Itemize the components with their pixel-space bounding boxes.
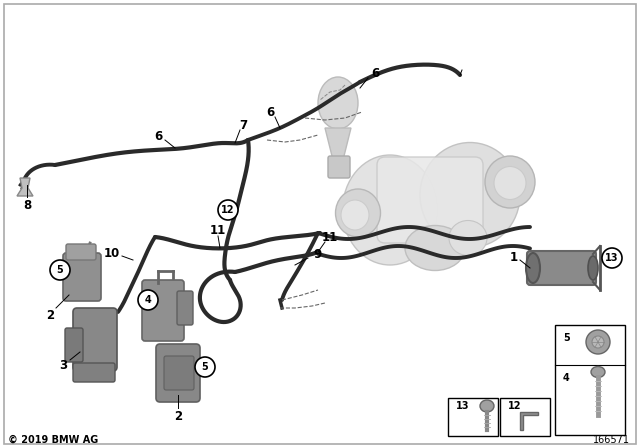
Text: 11: 11 — [210, 224, 226, 237]
FancyBboxPatch shape — [73, 363, 115, 382]
Text: 13: 13 — [605, 253, 619, 263]
Text: 3: 3 — [59, 358, 67, 371]
Text: 5: 5 — [202, 362, 209, 372]
FancyBboxPatch shape — [66, 244, 96, 260]
FancyBboxPatch shape — [500, 398, 550, 436]
Text: 13: 13 — [456, 401, 470, 411]
Ellipse shape — [480, 400, 494, 412]
Polygon shape — [17, 178, 33, 196]
FancyBboxPatch shape — [448, 398, 498, 436]
Ellipse shape — [335, 189, 381, 237]
Ellipse shape — [485, 156, 535, 208]
Ellipse shape — [318, 77, 358, 129]
Ellipse shape — [341, 200, 369, 230]
Text: 2: 2 — [174, 409, 182, 422]
Text: 4: 4 — [563, 373, 570, 383]
Text: 4: 4 — [145, 295, 152, 305]
FancyBboxPatch shape — [65, 328, 83, 362]
Text: 8: 8 — [23, 198, 31, 211]
FancyBboxPatch shape — [377, 157, 483, 243]
Ellipse shape — [494, 167, 526, 199]
Ellipse shape — [342, 155, 438, 265]
FancyBboxPatch shape — [328, 156, 350, 178]
Text: 7: 7 — [239, 119, 247, 132]
FancyBboxPatch shape — [164, 356, 194, 390]
Text: 10: 10 — [104, 246, 120, 259]
Text: 9: 9 — [313, 247, 321, 260]
FancyBboxPatch shape — [156, 344, 200, 402]
Text: 6: 6 — [371, 66, 379, 79]
Ellipse shape — [405, 225, 465, 271]
Ellipse shape — [526, 253, 540, 283]
Text: 6: 6 — [154, 129, 162, 142]
Circle shape — [586, 330, 610, 354]
Ellipse shape — [591, 366, 605, 378]
Text: 166571: 166571 — [593, 435, 630, 445]
FancyBboxPatch shape — [73, 308, 117, 371]
Text: © 2019 BMW AG: © 2019 BMW AG — [8, 435, 99, 445]
Ellipse shape — [420, 142, 520, 247]
FancyBboxPatch shape — [527, 251, 596, 285]
Text: 12: 12 — [508, 401, 522, 411]
Circle shape — [195, 357, 215, 377]
Circle shape — [50, 260, 70, 280]
Text: 11: 11 — [322, 231, 338, 244]
Polygon shape — [520, 412, 538, 430]
Text: 12: 12 — [221, 205, 235, 215]
Text: 2: 2 — [46, 309, 54, 322]
Text: 5: 5 — [563, 333, 570, 343]
Circle shape — [592, 336, 604, 348]
FancyBboxPatch shape — [63, 253, 101, 301]
Text: 6: 6 — [266, 105, 274, 119]
FancyBboxPatch shape — [142, 280, 184, 341]
Polygon shape — [325, 128, 351, 160]
FancyBboxPatch shape — [555, 325, 625, 435]
Text: 5: 5 — [56, 265, 63, 275]
Circle shape — [138, 290, 158, 310]
Circle shape — [602, 248, 622, 268]
Ellipse shape — [449, 220, 487, 255]
Text: 1: 1 — [510, 250, 518, 263]
Circle shape — [218, 200, 238, 220]
Ellipse shape — [588, 256, 598, 280]
FancyBboxPatch shape — [177, 291, 193, 325]
